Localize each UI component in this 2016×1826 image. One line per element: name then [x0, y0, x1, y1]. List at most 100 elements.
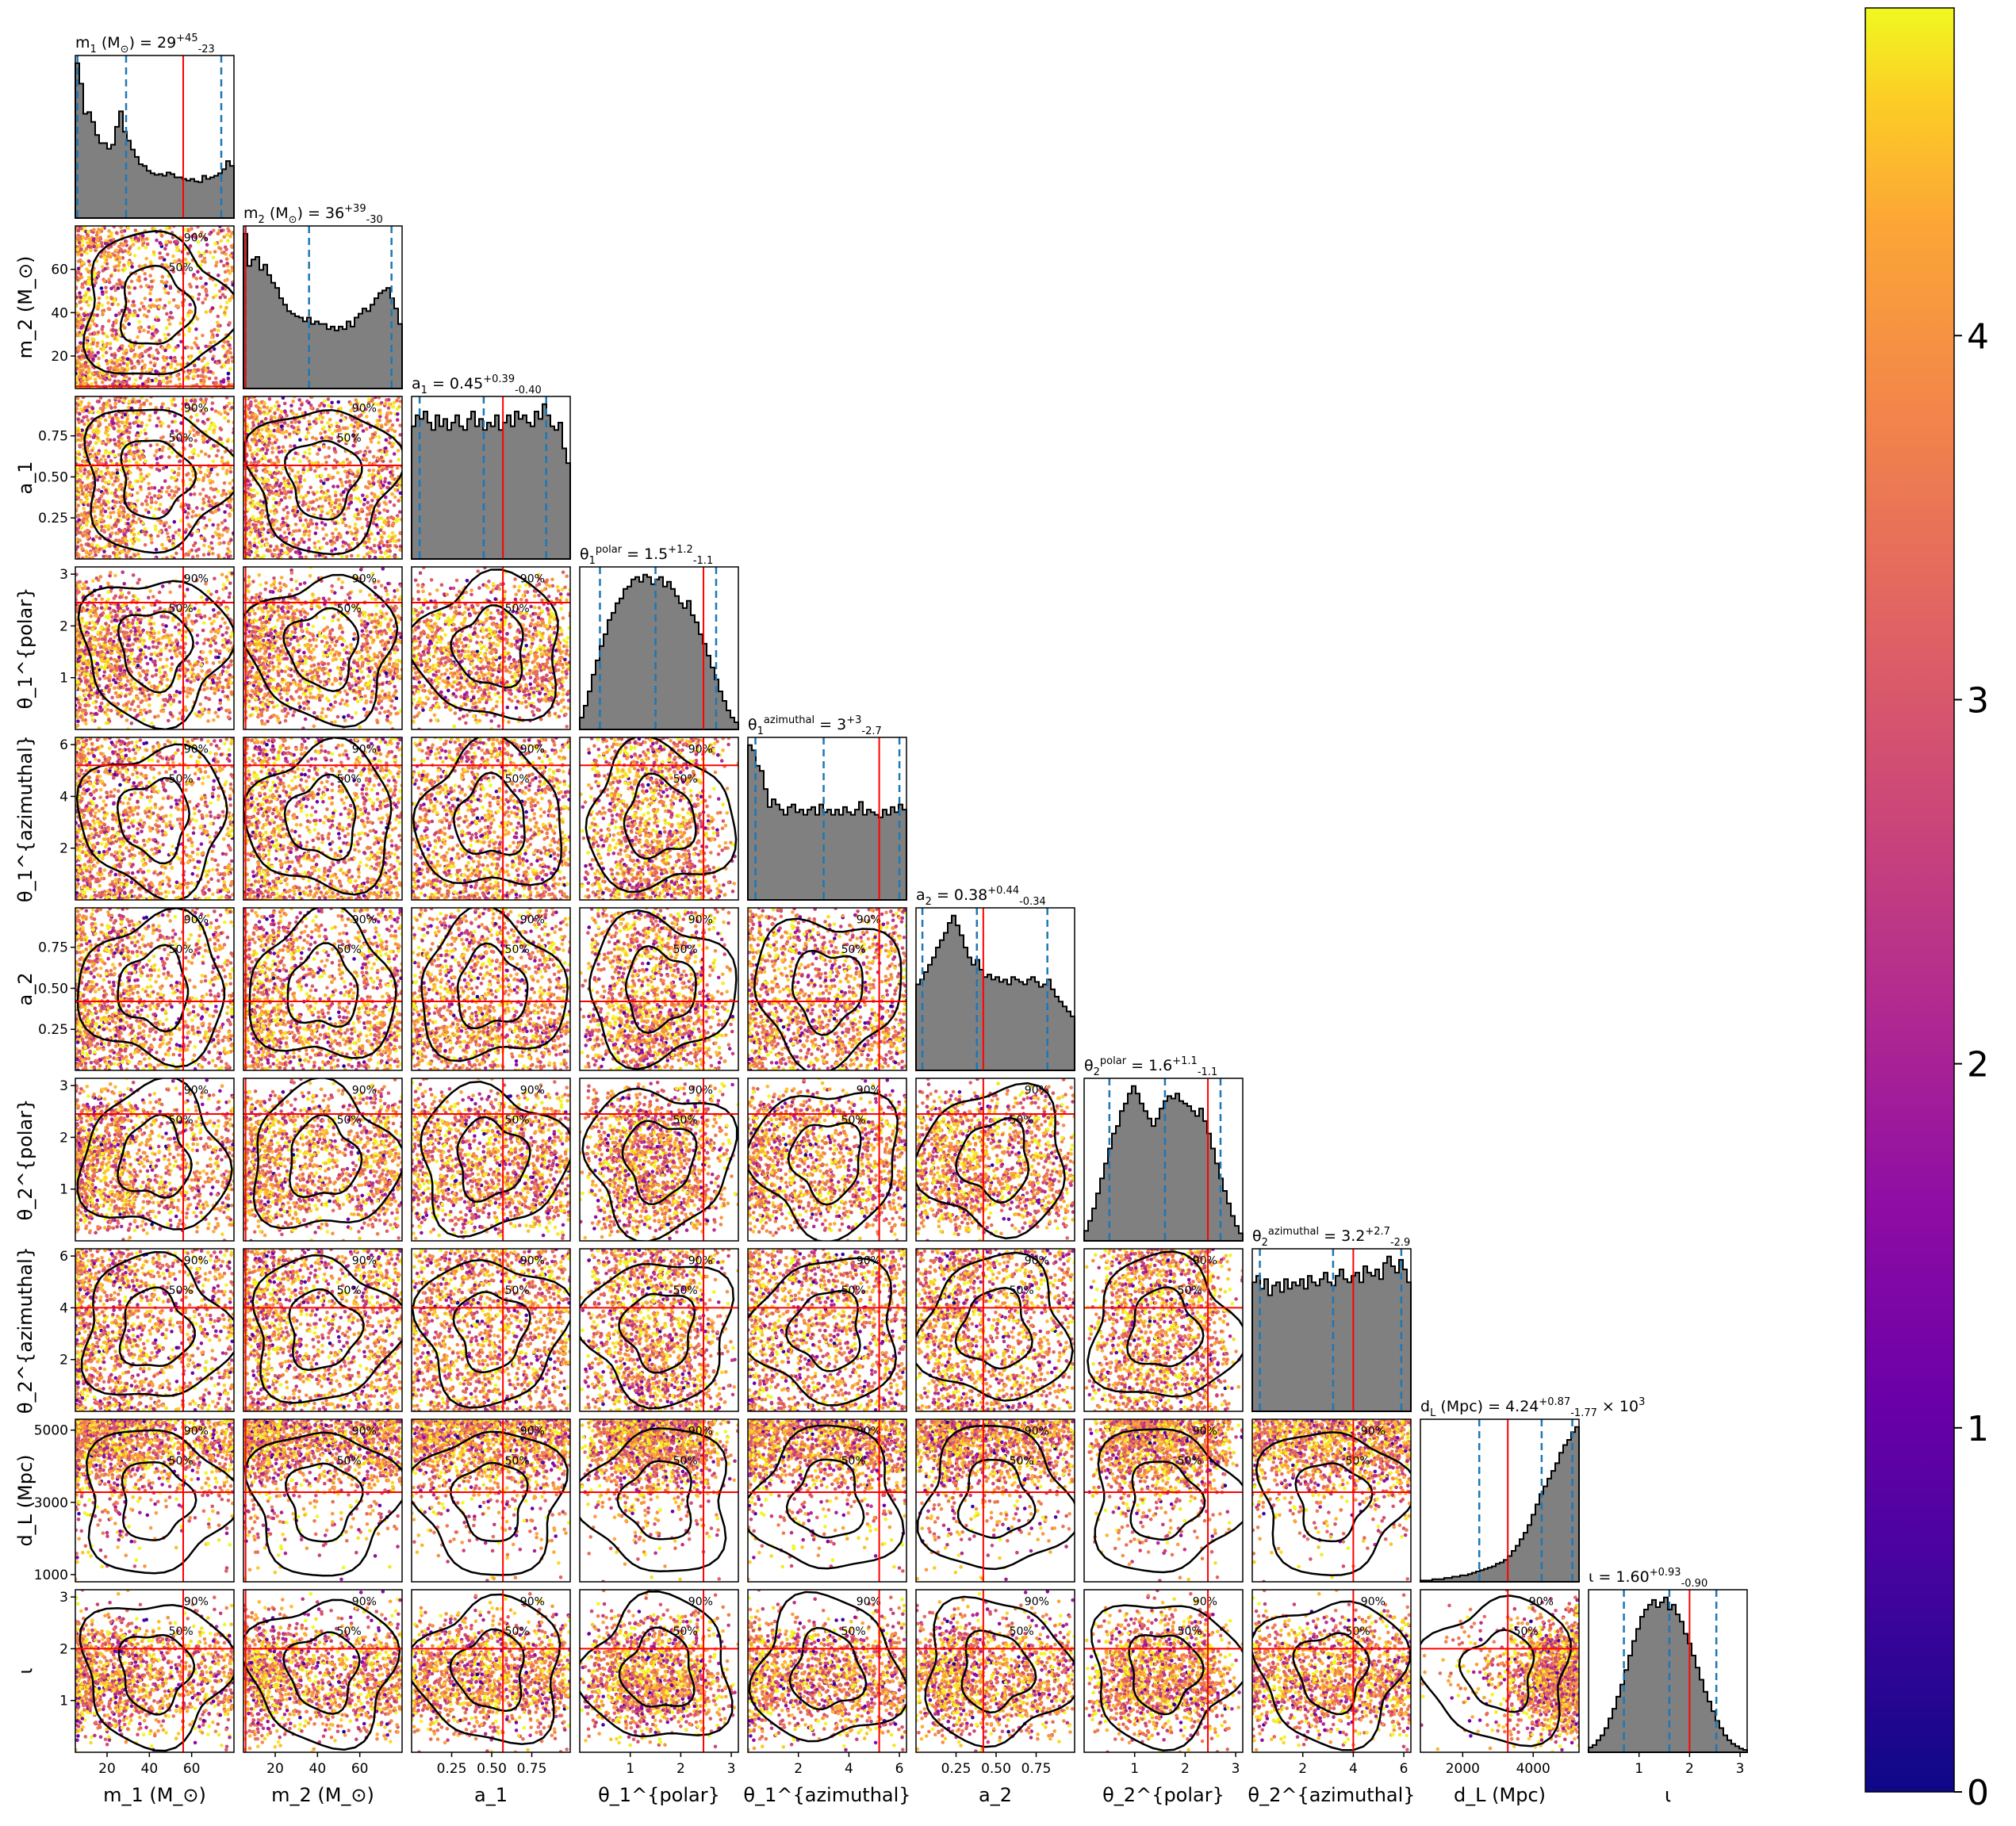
xlabel-dl: d_L (Mpc)	[1454, 1784, 1546, 1806]
x-tick-label: 0.25	[941, 1761, 972, 1777]
contour-label-1: 90%	[520, 1255, 545, 1268]
x-tick-label: 6	[895, 1761, 904, 1777]
contour-label-0: 50%	[505, 1455, 530, 1468]
contour-label-1: 90%	[857, 1426, 881, 1438]
contour-label-0: 50%	[1010, 1114, 1034, 1127]
contour-label-0: 50%	[673, 1284, 698, 1297]
scatter-dl-vs-m2: 50%90%	[242, 1418, 406, 1582]
contour-label-0: 50%	[1346, 1455, 1370, 1468]
contour-label-0: 50%	[169, 1284, 194, 1297]
y-tick-label: 6	[59, 1249, 68, 1265]
panel-th2a-vs-th1p: 50%90%	[575, 1247, 740, 1413]
x-tick-label: 40	[141, 1761, 159, 1777]
contour-label-0: 50%	[505, 944, 530, 956]
y-tick-label: 2	[59, 618, 68, 634]
panel-th1a-vs-th1a: θ1azimuthal = 3+3-2.7	[748, 714, 906, 900]
panel-a2-vs-m2: 50%90%	[242, 905, 404, 1072]
panel-th2a-vs-a2: 50%90%	[912, 1247, 1076, 1413]
colorbar-tick-label: 3	[1967, 680, 1989, 721]
contour-label-0: 50%	[169, 262, 194, 274]
x-tick-label: 2	[1298, 1761, 1307, 1777]
histogram-th1p	[580, 575, 738, 729]
panel-th2p-vs-th1a: 50%90%	[746, 1077, 908, 1242]
panel-th2a-vs-th1a: 50%90%	[742, 1247, 908, 1414]
title-th2p: θ2polar = 1.6+1.1-1.1	[1084, 1055, 1217, 1078]
xlabel-th2p: θ_2^{polar}	[1102, 1784, 1225, 1806]
contour-label-0: 50%	[673, 1114, 698, 1127]
panel-th1a-vs-a1: 50%90%	[410, 734, 572, 902]
panel-a1-vs-m1: 50%90%0.250.500.75a_1	[14, 395, 241, 561]
xlabel-th2a: θ_2^{azimuthal}	[1248, 1784, 1415, 1806]
contour-label-1: 90%	[184, 232, 209, 245]
panel-a2-vs-a2: a2 = 0.38+0.44-0.34	[916, 885, 1075, 1070]
contour-label-0: 50%	[841, 944, 866, 956]
contour-label-1: 90%	[1361, 1596, 1386, 1609]
panel-iota-vs-iota: ι = 1.60+0.93-0.901 2 3ι	[1589, 1567, 1747, 1806]
y-tick-label: 2	[59, 1353, 68, 1369]
contour-label-0: 50%	[169, 773, 194, 786]
scatter-th2p-vs-m2: 50%90%	[242, 1078, 404, 1243]
contour-label-0: 50%	[337, 603, 362, 615]
panel-iota-vs-th1a: 50%90%2 4 6θ_1^{azimuthal}	[743, 1588, 910, 1806]
scatter-th1a-vs-a1: 50%90%	[410, 734, 572, 902]
contour-label-1: 90%	[688, 1085, 713, 1097]
scatter-iota-vs-a2: 50%90%	[914, 1590, 1080, 1754]
x-tick-label: 20	[266, 1761, 284, 1777]
x-tick-label: 4	[845, 1761, 853, 1777]
contour-label-0: 50%	[505, 1114, 530, 1127]
panel-th2a-vs-th2a: θ2azimuthal = 3.2+2.7-2.9	[1252, 1226, 1411, 1411]
contour-label-0: 50%	[673, 944, 698, 956]
panel-a2-vs-th1a: 50% 90%	[746, 906, 908, 1074]
contour-label-1: 90%	[352, 403, 377, 415]
contour-label-1: 90%	[1529, 1596, 1554, 1609]
colorbar-tick-label: 4	[1967, 316, 1989, 357]
y-tick-label: 1000	[34, 1568, 68, 1583]
panel-th2a-vs-a1: 50%90%	[410, 1247, 573, 1413]
panel-th2a-vs-th2p: 50%90%	[1084, 1247, 1247, 1413]
contour-label-0: 50%	[673, 773, 698, 786]
panel-a1-vs-m2: 50%90%	[242, 395, 404, 561]
scatter-a2-vs-a1: 50%90%	[410, 905, 572, 1072]
title-th1p: θ1polar = 1.5+1.2-1.1	[580, 544, 713, 567]
contour-label-0: 50%	[673, 1625, 698, 1638]
panel-th1p-vs-a1: 50%90%	[408, 566, 573, 732]
ylabel-th2p: θ_2^{polar}	[14, 1099, 36, 1221]
panel-m1-vs-m1: m1 (M⊙) = 29+45-23	[75, 33, 234, 218]
contour-label-0: 50%	[1010, 1455, 1034, 1468]
y-tick-label: 20	[51, 349, 68, 365]
ylabel-iota: ι	[14, 1667, 36, 1674]
panel-dl-vs-a1: 50%90%	[407, 1418, 572, 1583]
contour-label-1: 90%	[1193, 1255, 1217, 1268]
y-tick-label: 2	[59, 1130, 68, 1146]
x-tick-label: 4	[1349, 1761, 1358, 1777]
x-tick-label: 60	[183, 1761, 201, 1777]
contour-label-1: 90%	[1025, 1085, 1049, 1097]
contour-label-0: 50%	[337, 944, 362, 956]
panel-dl-vs-a2: 50%90%	[914, 1418, 1079, 1582]
y-tick-label: 1	[59, 1182, 68, 1198]
xlabel-m1: m_1 (M_⊙)	[103, 1784, 206, 1806]
contour-label-0: 50%	[1346, 1625, 1370, 1638]
contour-label-0: 50%	[1010, 1284, 1034, 1297]
scatter-th2a-vs-th1a: 50%90%	[742, 1247, 908, 1414]
contour-label-1: 90%	[688, 744, 713, 756]
panel-th1p-vs-th1p: θ1polar = 1.5+1.2-1.1	[580, 544, 738, 729]
contour-label-1: 90%	[1193, 1426, 1217, 1438]
panel-th1a-vs-th1p: 50% 90%	[579, 736, 740, 902]
contour-label-1: 90%	[857, 914, 881, 927]
x-tick-label: 2	[676, 1761, 685, 1777]
y-tick-label: 0.25	[38, 1022, 68, 1038]
scatter-iota-vs-dl: 50%90%	[1415, 1588, 1581, 1754]
scatter-dl-vs-th1p: 50%90%	[573, 1418, 741, 1584]
xlabel-m2: m_2 (M_⊙)	[271, 1784, 374, 1806]
scatter-a2-vs-th1p: 50%90%	[578, 906, 736, 1072]
panel-th2p-vs-th2p: θ2polar = 1.6+1.1-1.1	[1084, 1055, 1243, 1241]
contour-label-0: 50%	[841, 1625, 866, 1638]
panel-iota-vs-th1p: 50%90%1 2 3θ_1^{polar}	[576, 1588, 740, 1806]
xlabel-th1a: θ_1^{azimuthal}	[743, 1784, 910, 1806]
y-tick-label: 6	[59, 737, 68, 753]
